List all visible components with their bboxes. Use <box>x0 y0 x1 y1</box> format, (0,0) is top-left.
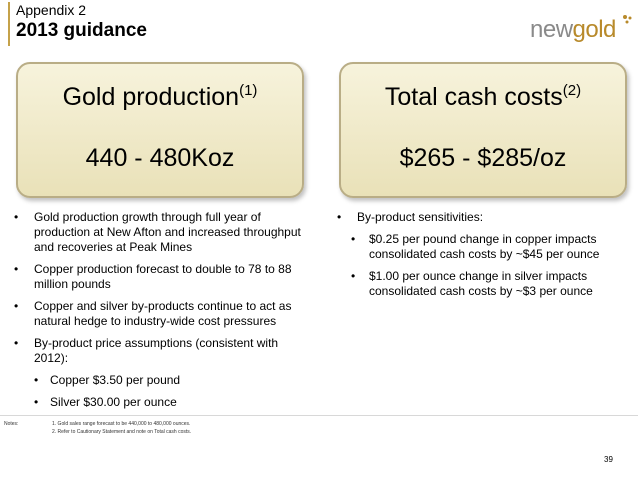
list-item: • By-product price assumptions (consisten… <box>14 336 306 366</box>
sub-list-item: • Copper $3.50 per pound <box>14 373 306 388</box>
logo-dots-icon <box>623 15 632 24</box>
list-item: • By-product sensitivities: <box>337 210 632 225</box>
notes-label: Notes: <box>4 421 19 427</box>
bullet-dot: • <box>337 210 342 224</box>
bullet-text: Silver $30.00 per ounce <box>50 395 177 409</box>
bullet-text: Gold production growth through full year… <box>34 210 301 254</box>
gold-production-value: 440 - 480Koz <box>85 144 235 172</box>
list-item: • Copper and silver by-products continue … <box>14 299 306 329</box>
sub-list-item: • $1.00 per ounce change in silver impact… <box>337 269 632 299</box>
bullet-text: By-product price assumptions (consistent… <box>34 336 279 365</box>
footnote-2: 2. Refer to Cautionary Statement and not… <box>52 429 192 435</box>
newgold-logo: newgold <box>530 14 632 43</box>
total-cash-costs-box: Total cash costs(2) $265 - $285/oz <box>339 62 627 198</box>
logo-wordmark: newgold <box>530 16 616 44</box>
bullet-text: Copper $3.50 per pound <box>50 373 181 387</box>
total-cash-costs-footnote-ref: (2) <box>562 82 582 99</box>
bullet-dot: • <box>14 210 19 224</box>
header-accent-line <box>8 2 10 46</box>
logo-text-new: new <box>530 16 573 43</box>
slide-header: Appendix 2 2013 guidance <box>0 0 638 48</box>
total-cash-costs-value: $265 - $285/oz <box>399 144 567 172</box>
list-item: • Gold production growth through full yea… <box>14 210 306 255</box>
gold-production-footnote-ref: (1) <box>239 82 258 99</box>
bullet-text: Copper production forecast to double to … <box>34 262 292 291</box>
appendix-label: Appendix 2 <box>16 2 87 18</box>
page-number: 39 <box>604 455 613 464</box>
sub-list-item: • Silver $30.00 per ounce <box>14 395 306 410</box>
bullet-dot: • <box>14 336 19 350</box>
left-bullet-list: • Gold production growth through full yea… <box>14 210 306 417</box>
bullet-dot: • <box>14 262 19 276</box>
bullet-dot: • <box>351 232 356 246</box>
gold-production-box: Gold production(1) 440 - 480Koz <box>16 62 304 198</box>
logo-text-gold: gold <box>572 16 617 43</box>
bullet-text: $0.25 per pound change in copper impacts… <box>369 232 600 261</box>
gold-production-heading: Gold production(1) <box>18 82 302 112</box>
gold-production-label: Gold production <box>62 83 240 111</box>
footnote-1: 1. Gold sales range forecast to be 440,0… <box>52 421 191 427</box>
bullet-dot: • <box>34 395 39 409</box>
sub-list-item: • $0.25 per pound change in copper impact… <box>337 232 632 262</box>
bullet-text: $1.00 per ounce change in silver impacts… <box>369 269 593 298</box>
bullet-text: Copper and silver by-products continue t… <box>34 299 292 328</box>
list-item: • Copper production forecast to double to… <box>14 262 306 292</box>
bullet-text: By-product sensitivities: <box>357 210 484 224</box>
page-title: 2013 guidance <box>16 20 147 41</box>
bullet-dot: • <box>14 299 19 313</box>
total-cash-costs-label: Total cash costs <box>384 83 563 111</box>
total-cash-costs-heading: Total cash costs(2) <box>341 82 625 112</box>
footer-divider <box>0 415 638 416</box>
right-bullet-list: • By-product sensitivities: • $0.25 per po… <box>337 210 632 306</box>
bullet-dot: • <box>34 373 39 387</box>
bullet-dot: • <box>351 269 356 283</box>
